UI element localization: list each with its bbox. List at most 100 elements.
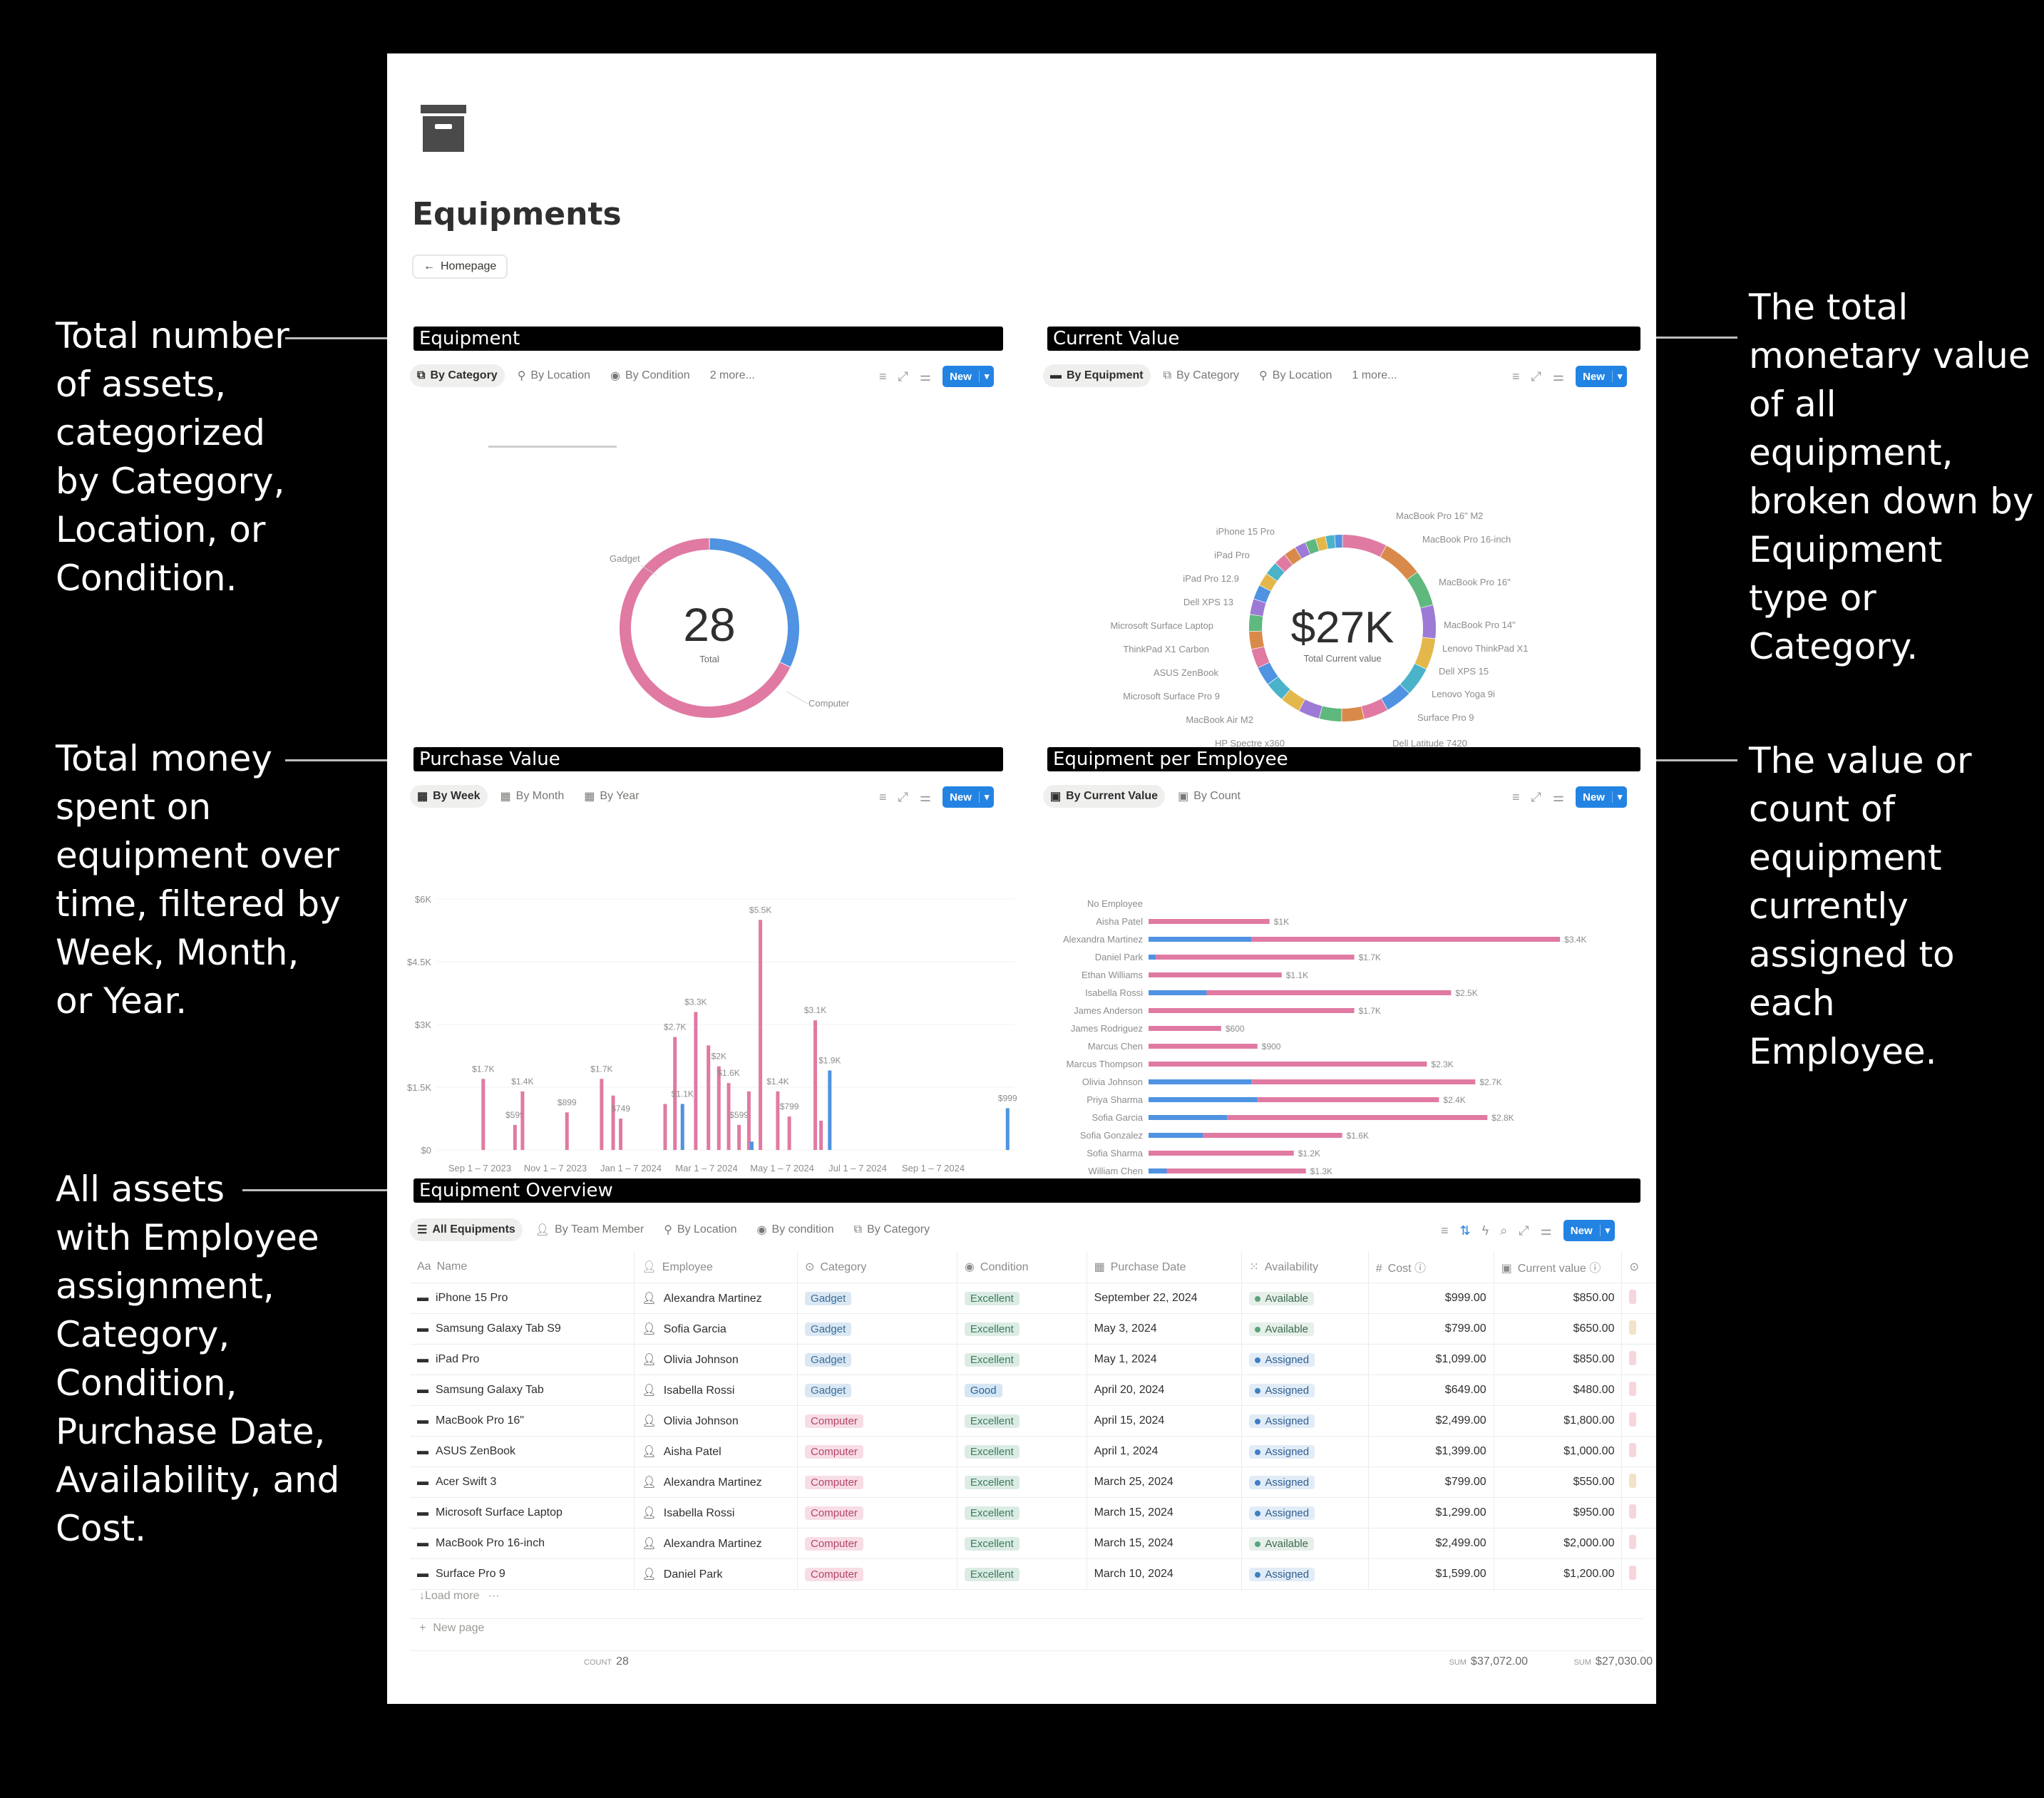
cell-cost[interactable]: $2,499.00	[1368, 1528, 1494, 1559]
cell-cost[interactable]: $1,299.00	[1368, 1497, 1494, 1529]
new-page-button[interactable]: + New page	[419, 1622, 485, 1634]
tab-by-month[interactable]: ▦ By Month	[500, 790, 565, 803]
cell-condition[interactable]: Excellent	[957, 1436, 1087, 1467]
new-button[interactable]: New ▾	[943, 366, 995, 387]
lightning-icon[interactable]: ϟ	[1481, 1223, 1489, 1238]
cell-condition[interactable]: Excellent	[957, 1313, 1087, 1345]
cell-employee[interactable]: 👤︎ Aisha Patel	[634, 1436, 798, 1467]
cell-availability[interactable]: Assigned	[1241, 1497, 1369, 1529]
table-row[interactable]: ▬ Surface Pro 9 👤︎ Daniel Park Computer Ex…	[410, 1558, 1656, 1590]
cell-availability[interactable]: Assigned	[1241, 1466, 1369, 1498]
cell-more[interactable]	[1621, 1436, 1656, 1467]
expand-icon[interactable]: ⤢	[898, 369, 908, 384]
cell-cost[interactable]: $649.00	[1368, 1375, 1494, 1406]
filter-icon[interactable]: ≡	[1512, 369, 1520, 384]
col-condition[interactable]: ◉ Condition	[957, 1251, 1087, 1283]
cell-more[interactable]	[1621, 1375, 1656, 1406]
tab-by-team-member[interactable]: 👤︎ By Team Member	[535, 1223, 644, 1236]
expand-icon[interactable]: ⤢	[1531, 369, 1541, 384]
cell-name[interactable]: ▬ MacBook Pro 16-inch	[410, 1528, 635, 1559]
cell-current-value[interactable]: $1,800.00	[1494, 1405, 1623, 1437]
table-row[interactable]: ▬ Samsung Galaxy Tab 👤︎ Isabella Rossi Gad…	[410, 1375, 1656, 1406]
cell-name[interactable]: ▬ MacBook Pro 16"	[410, 1405, 635, 1437]
col-employee[interactable]: 👤︎ Employee	[634, 1251, 798, 1283]
cell-category[interactable]: Computer	[797, 1405, 957, 1437]
cell-category[interactable]: Gadget	[797, 1344, 957, 1375]
filter-icon[interactable]: ≡	[1512, 789, 1520, 804]
col-name[interactable]: Aa Name	[410, 1251, 635, 1283]
tab-by-equipment[interactable]: ▬ By Equipment	[1043, 364, 1151, 387]
cell-availability[interactable]: Available	[1241, 1313, 1369, 1345]
cell-cost[interactable]: $799.00	[1368, 1313, 1494, 1345]
tab-by-category[interactable]: ⧉ By Category	[853, 1223, 930, 1236]
tab-by-category[interactable]: ⧉ By Category	[1163, 369, 1240, 381]
cell-purchase-date[interactable]: March 10, 2024	[1087, 1558, 1243, 1590]
sort-icon[interactable]: ⇅	[1459, 1223, 1471, 1238]
cell-condition[interactable]: Excellent	[957, 1466, 1087, 1498]
cell-category[interactable]: Gadget	[797, 1283, 957, 1314]
cell-employee[interactable]: 👤︎ Isabella Rossi	[634, 1497, 798, 1529]
cell-name[interactable]: ▬ iPad Pro	[410, 1344, 635, 1375]
tab-by-category[interactable]: ⧉ By Category	[410, 364, 505, 387]
new-button[interactable]: New ▾	[943, 786, 995, 808]
table-row[interactable]: ▬ Acer Swift 3 👤︎ Alexandra Martinez Compu…	[410, 1466, 1656, 1498]
tab-by-year[interactable]: ▦ By Year	[584, 790, 640, 803]
cell-current-value[interactable]: $1,000.00	[1494, 1436, 1623, 1467]
cell-employee[interactable]: 👤︎ Isabella Rossi	[634, 1375, 798, 1406]
cell-employee[interactable]: 👤︎ Alexandra Martinez	[634, 1528, 798, 1559]
cell-more[interactable]	[1621, 1405, 1656, 1437]
cell-category[interactable]: Gadget	[797, 1375, 957, 1406]
expand-icon[interactable]: ⤢	[1531, 789, 1541, 804]
cell-more[interactable]	[1621, 1558, 1656, 1590]
cell-employee[interactable]: 👤︎ Daniel Park	[634, 1558, 798, 1590]
cell-availability[interactable]: Available	[1241, 1283, 1369, 1314]
cell-cost[interactable]: $1,599.00	[1368, 1558, 1494, 1590]
homepage-link[interactable]: ← Homepage	[412, 255, 508, 279]
table-row[interactable]: ▬ Samsung Galaxy Tab S9 👤︎ Sofia Garcia Ga…	[410, 1313, 1656, 1345]
cell-employee[interactable]: 👤︎ Olivia Johnson	[634, 1344, 798, 1375]
cell-more[interactable]	[1621, 1344, 1656, 1375]
cell-employee[interactable]: 👤︎ Alexandra Martinez	[634, 1283, 798, 1314]
new-button[interactable]: New ▾	[1563, 1220, 1616, 1241]
tab-by-count[interactable]: ▣ By Count	[1178, 790, 1241, 803]
col-purchase-date[interactable]: ▦ Purchase Date	[1087, 1251, 1243, 1283]
cell-purchase-date[interactable]: September 22, 2024	[1087, 1283, 1243, 1314]
cell-purchase-date[interactable]: May 1, 2024	[1087, 1344, 1243, 1375]
settings-icon[interactable]: ⚌	[1552, 789, 1565, 804]
cell-purchase-date[interactable]: May 3, 2024	[1087, 1313, 1243, 1345]
cell-more[interactable]	[1621, 1466, 1656, 1498]
cell-availability[interactable]: Assigned	[1241, 1375, 1369, 1406]
cell-more[interactable]	[1621, 1283, 1656, 1314]
cell-availability[interactable]: Available	[1241, 1528, 1369, 1559]
settings-icon[interactable]: ⚌	[1540, 1223, 1552, 1238]
cell-availability[interactable]: Assigned	[1241, 1405, 1369, 1437]
cell-current-value[interactable]: $2,000.00	[1494, 1528, 1623, 1559]
search-icon[interactable]: ⌕	[1500, 1223, 1508, 1238]
cell-category[interactable]: Computer	[797, 1466, 957, 1498]
new-button[interactable]: New ▾	[1576, 786, 1628, 808]
cell-name[interactable]: ▬ Microsoft Surface Laptop	[410, 1497, 635, 1529]
cell-current-value[interactable]: $550.00	[1494, 1466, 1623, 1498]
cell-employee[interactable]: 👤︎ Alexandra Martinez	[634, 1466, 798, 1498]
cell-availability[interactable]: Assigned	[1241, 1558, 1369, 1590]
expand-icon[interactable]: ⤢	[1519, 1223, 1529, 1238]
tab-by-current-value[interactable]: ▣ By Current Value	[1043, 785, 1166, 808]
load-more-button[interactable]: ↓Load more ···	[419, 1590, 500, 1602]
cell-purchase-date[interactable]: March 25, 2024	[1087, 1466, 1243, 1498]
col-more[interactable]: ⊙	[1621, 1251, 1656, 1283]
cell-more[interactable]	[1621, 1497, 1656, 1529]
cell-condition[interactable]: Excellent	[957, 1497, 1087, 1529]
cell-name[interactable]: ▬ Samsung Galaxy Tab S9	[410, 1313, 635, 1345]
col-availability[interactable]: ⁙ Availability	[1241, 1251, 1369, 1283]
cell-availability[interactable]: Assigned	[1241, 1436, 1369, 1467]
cell-cost[interactable]: $1,099.00	[1368, 1344, 1494, 1375]
cell-condition[interactable]: Excellent	[957, 1558, 1087, 1590]
table-row[interactable]: ▬ iPhone 15 Pro 👤︎ Alexandra Martinez Gadg…	[410, 1283, 1656, 1314]
settings-icon[interactable]: ⚌	[1552, 369, 1565, 384]
cell-employee[interactable]: 👤︎ Sofia Garcia	[634, 1313, 798, 1345]
expand-icon[interactable]: ⤢	[898, 789, 908, 804]
cell-purchase-date[interactable]: April 20, 2024	[1087, 1375, 1243, 1406]
cell-more[interactable]	[1621, 1313, 1656, 1345]
col-category[interactable]: ⊙ Category	[797, 1251, 957, 1283]
cell-name[interactable]: ▬ iPhone 15 Pro	[410, 1283, 635, 1314]
